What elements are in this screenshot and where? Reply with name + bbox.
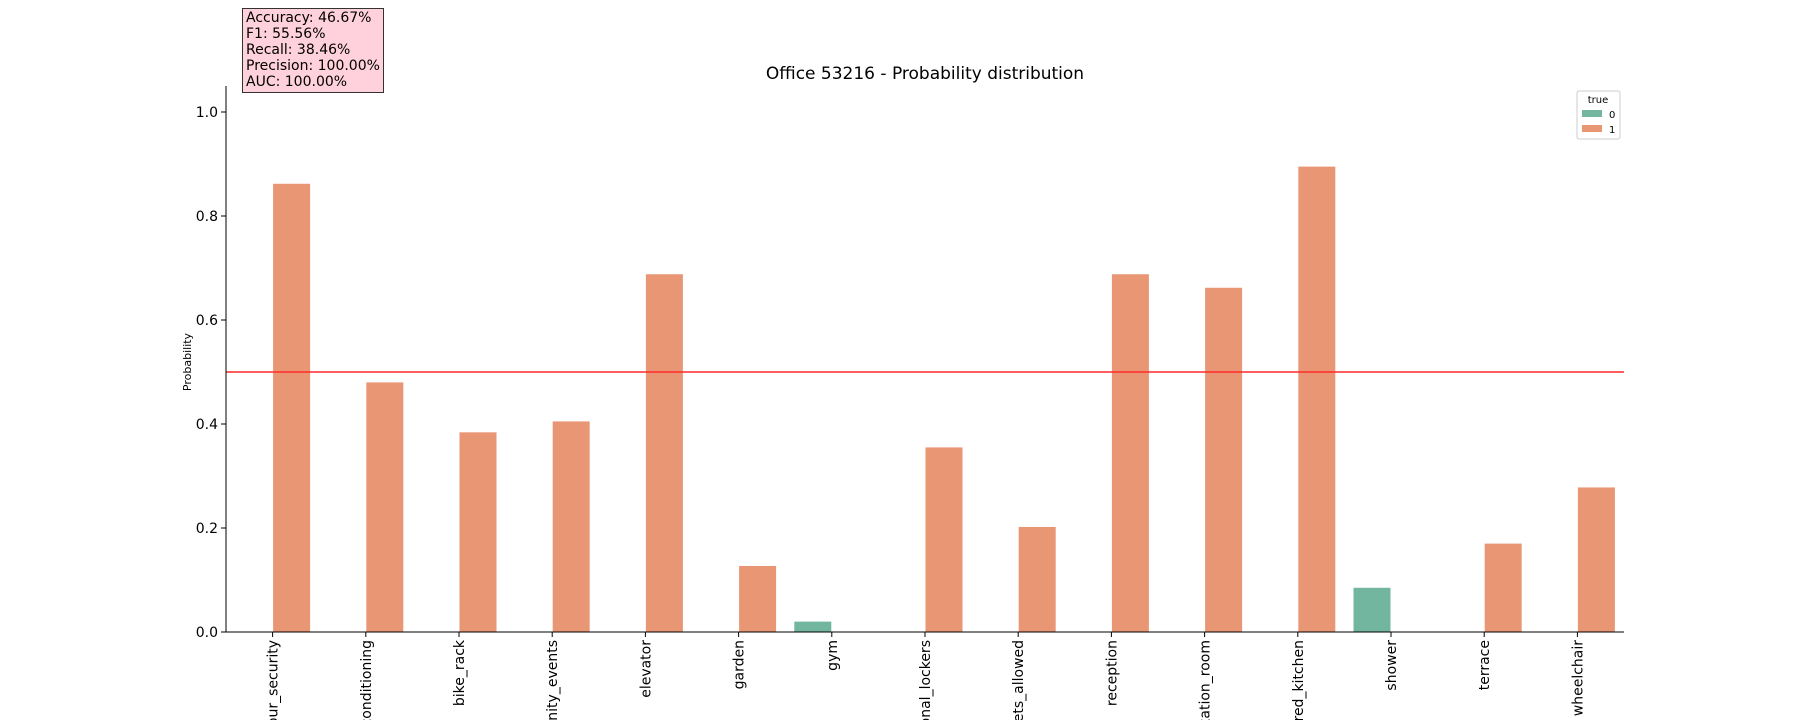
legend-title: true <box>1588 95 1609 106</box>
recall-text: Recall: 38.46% <box>246 42 351 58</box>
x-tick-label: wheelchair <box>1570 640 1586 716</box>
x-tick-label: shower <box>1384 640 1400 691</box>
x-tick-label: elevator <box>638 640 654 698</box>
x-tick-label: our_security <box>266 640 282 720</box>
x-tick-label: terrace <box>1477 640 1493 690</box>
f1-text: F1: 55.56% <box>246 26 326 42</box>
y-tick-label: 0.8 <box>196 209 218 225</box>
legend: true 0 1 <box>1576 90 1621 140</box>
bar-elevator-class-1 <box>645 274 683 632</box>
bar-ared_kitchen-class-1 <box>1298 166 1336 632</box>
y-tick-label: 0.4 <box>196 417 218 433</box>
bar-reception-class-1 <box>1111 274 1149 632</box>
bar-pets_allowed-class-1 <box>1018 526 1056 632</box>
x-tick-label: reception <box>1104 640 1120 706</box>
bar-xation_room-class-1 <box>1205 287 1243 632</box>
auc-text: AUC: 100.00% <box>246 74 348 90</box>
x-axis-ticks: our_security conditioning bike_rack unity_e… <box>266 632 1586 720</box>
x-tick-label: pets_allowed <box>1011 640 1027 720</box>
x-tick-label: onal_lockers <box>918 640 934 720</box>
bar-wheelchair-class-1 <box>1577 487 1615 632</box>
x-tick-label: ared_kitchen <box>1291 640 1307 720</box>
bars <box>273 166 1615 632</box>
legend-label-0: 0 <box>1609 110 1615 121</box>
precision-text: Precision: 100.00% <box>246 58 380 74</box>
bar-our_security-class-1 <box>273 183 311 632</box>
x-tick-label: bike_rack <box>452 639 468 706</box>
x-tick-label: gym <box>825 640 841 671</box>
bar-conditioning-class-1 <box>366 382 404 632</box>
chart-title: Office 53216 - Probability distribution <box>766 64 1084 84</box>
bar-garden-class-1 <box>739 565 777 632</box>
y-tick-label: 1.0 <box>196 105 218 121</box>
bar-terrace-class-1 <box>1484 543 1522 632</box>
metrics-box: Accuracy: 46.67% F1: 55.56% Recall: 38.4… <box>242 8 384 93</box>
bar-onal_lockers-class-1 <box>925 447 963 632</box>
x-tick-label: garden <box>732 640 748 689</box>
accuracy-text: Accuracy: 46.67% <box>246 10 372 26</box>
y-tick-label: 0.2 <box>196 521 218 537</box>
y-axis-ticks: 0.0 0.2 0.4 0.6 0.8 1.0 <box>196 105 226 641</box>
legend-label-1: 1 <box>1609 125 1615 136</box>
legend-swatch-1 <box>1582 125 1602 132</box>
x-tick-label: conditioning <box>359 640 375 720</box>
bar-bike_rack-class-1 <box>459 432 497 632</box>
bar-shower-class-0 <box>1353 587 1391 632</box>
x-tick-label: xation_room <box>1198 640 1214 720</box>
y-axis-label: Probability <box>181 332 194 391</box>
bar-unity_events-class-1 <box>552 421 590 632</box>
x-tick-label: unity_events <box>545 640 561 720</box>
y-tick-label: 0.0 <box>196 625 218 641</box>
y-tick-label: 0.6 <box>196 313 218 329</box>
legend-swatch-0 <box>1582 110 1602 117</box>
bar-gym-class-0 <box>794 621 832 632</box>
